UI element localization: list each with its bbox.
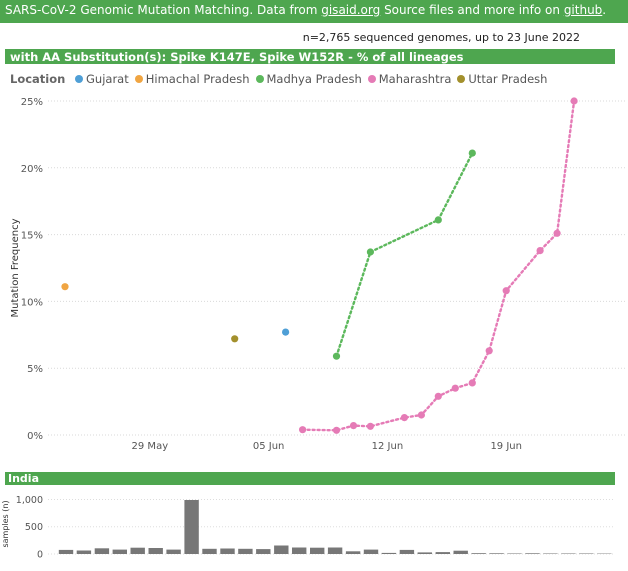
sample-bar xyxy=(453,550,468,554)
legend-marker-icon xyxy=(255,75,264,83)
data-point-maharashtra xyxy=(434,392,442,400)
sample-bar xyxy=(327,547,343,554)
data-point-himachal-pradesh xyxy=(61,283,69,291)
sample-bar xyxy=(345,551,361,554)
series-line-madhya-pradesh xyxy=(335,151,474,358)
sample-bar xyxy=(256,549,271,554)
legend-marker-icon xyxy=(457,75,466,83)
legend-label: Madhya Pradesh xyxy=(266,72,362,86)
y-tick-label: 25% xyxy=(21,97,43,108)
data-point-maharashtra xyxy=(400,414,408,422)
section-title-bar: with AA Substitution(s): Spike K147E, Sp… xyxy=(5,49,615,64)
legend-item-himachal-pradesh[interactable]: Himachal Pradesh xyxy=(134,72,250,86)
data-point-maharashtra xyxy=(349,422,358,430)
sample-bar xyxy=(292,547,307,554)
legend-marker-icon xyxy=(134,75,143,83)
legend-item-uttar-pradesh[interactable]: Uttar Pradesh xyxy=(457,72,547,86)
sample-bar xyxy=(417,552,432,554)
data-point-maharashtra xyxy=(570,97,578,105)
x-tick-label: 19 Jun xyxy=(490,441,522,452)
section-title: with AA Substitution(s): Spike K147E, Sp… xyxy=(10,50,464,64)
bar-y-tick-label: 500 xyxy=(25,522,43,533)
sample-bar xyxy=(130,547,145,554)
header-suffix: . xyxy=(602,3,607,17)
legend-item-madhya-pradesh[interactable]: Madhya Pradesh xyxy=(255,72,362,86)
data-point-maharashtra xyxy=(553,229,561,237)
x-tick-label: 12 Jun xyxy=(372,441,404,452)
data-point-maharashtra xyxy=(366,422,374,430)
sample-bar xyxy=(525,553,540,554)
sample-bar xyxy=(220,548,235,554)
legend-marker-icon xyxy=(367,75,376,83)
header-prefix: SARS-CoV-2 Genomic Mutation Matching. Da… xyxy=(5,3,322,17)
data-point-maharashtra xyxy=(536,247,544,255)
series-line-maharashtra xyxy=(301,99,576,432)
sample-bar xyxy=(381,552,397,554)
legend-label: Uttar Pradesh xyxy=(468,72,548,86)
data-point-uttar-pradesh xyxy=(231,335,239,343)
bar-y-axis-label: samples (n) xyxy=(1,500,10,547)
sample-bar xyxy=(202,548,217,554)
data-point-maharashtra xyxy=(468,379,476,387)
legend: Location Gujarat Himachal Pradesh Madhya P… xyxy=(10,72,553,88)
data-point-maharashtra xyxy=(451,384,459,392)
legend-title: Location xyxy=(10,72,66,86)
header-middle: Source files and more info on xyxy=(380,3,564,17)
data-point-gujarat xyxy=(282,328,290,336)
sample-bar xyxy=(579,553,594,554)
sample-bar xyxy=(561,553,576,554)
sample-bar xyxy=(58,549,74,554)
data-point-maharashtra xyxy=(299,426,307,434)
legend-marker-icon xyxy=(75,75,83,83)
samples-bar-chart: 0 500 1,000 samples (n) xyxy=(1,495,615,561)
sample-bar xyxy=(435,552,450,554)
y-tick-label: 5% xyxy=(27,364,43,375)
bar-y-tick-label: 0 xyxy=(37,550,43,561)
gisaid-link[interactable]: gisaid.org xyxy=(321,3,381,17)
y-tick-label: 10% xyxy=(21,297,43,308)
legend-label: Gujarat xyxy=(86,72,129,86)
sample-bar xyxy=(112,549,127,554)
sample-bar xyxy=(489,553,504,554)
data-point-maharashtra xyxy=(417,411,425,419)
header-text: SARS-CoV-2 Genomic Mutation Matching. Da… xyxy=(5,3,606,17)
sample-bar xyxy=(310,547,325,554)
y-axis-label: Mutation Frequency xyxy=(10,218,21,317)
sample-bar xyxy=(238,548,253,554)
sample-bar xyxy=(274,545,289,554)
data-point-madhya-pradesh xyxy=(434,216,442,224)
india-title-bar: India xyxy=(5,472,615,485)
sample-bar xyxy=(543,553,558,554)
legend-item-maharashtra[interactable]: Maharashtra xyxy=(367,72,452,86)
legend-label: Maharashtra xyxy=(378,72,452,86)
sample-bar xyxy=(471,553,486,554)
data-point-maharashtra xyxy=(502,287,510,295)
data-point-madhya-pradesh xyxy=(332,352,341,360)
sample-bar xyxy=(363,549,379,554)
y-tick-label: 20% xyxy=(21,164,43,175)
india-title: India xyxy=(8,472,39,485)
frequency-chart: 0% 5% 10% 15% 20% 25% 29 May 05 Jun 12 Jun 19 Jun… xyxy=(10,97,625,452)
github-link[interactable]: github xyxy=(563,3,603,17)
y-tick-label: 0% xyxy=(27,431,43,442)
data-point-madhya-pradesh xyxy=(366,248,374,256)
sample-count-text: n=2,765 sequenced genomes, up to 23 June… xyxy=(302,31,580,44)
data-point-maharashtra xyxy=(332,426,341,434)
x-tick-label: 05 Jun xyxy=(253,441,285,452)
data-point-maharashtra xyxy=(485,347,493,355)
sample-bar xyxy=(76,550,92,554)
sample-bar xyxy=(507,553,522,554)
sample-bar xyxy=(184,500,199,554)
legend-label: Himachal Pradesh xyxy=(145,72,250,86)
x-tick-label: 29 May xyxy=(132,441,169,452)
sample-bar xyxy=(399,549,415,554)
header-bar: SARS-CoV-2 Genomic Mutation Matching. Da… xyxy=(0,0,628,23)
sample-bar xyxy=(94,548,110,554)
y-tick-label: 15% xyxy=(21,231,43,242)
bar-y-tick-label: 1,000 xyxy=(16,495,43,506)
sample-bar xyxy=(166,549,181,554)
legend-item-gujarat[interactable]: Gujarat xyxy=(75,72,129,86)
data-point-madhya-pradesh xyxy=(468,149,476,157)
sample-bar xyxy=(148,548,163,554)
